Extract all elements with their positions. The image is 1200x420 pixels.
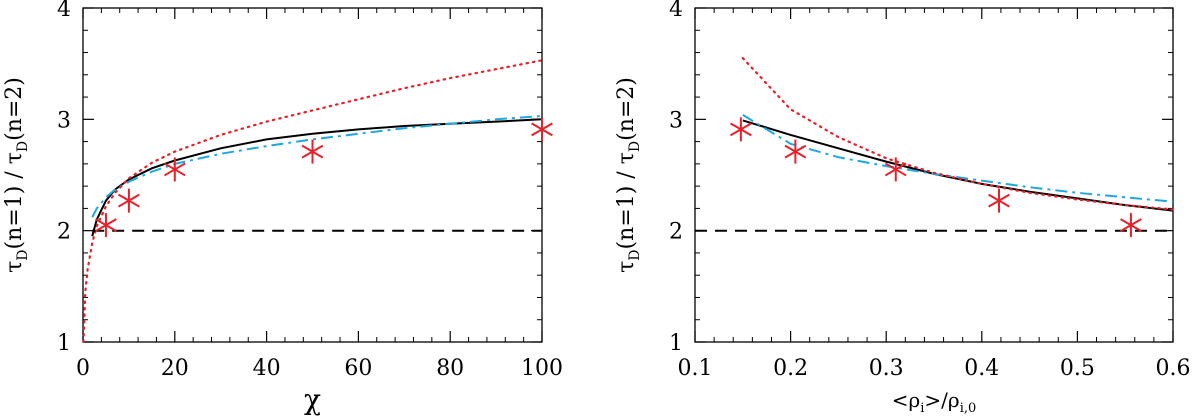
x-tick-label: 0.3 (869, 356, 904, 381)
x-tick-label: 20 (161, 356, 189, 381)
asterisk-marker (163, 157, 186, 182)
y-tick-label: 3 (669, 108, 683, 133)
y-axis-title: τD(n=1) / τD(n=2) (2, 77, 31, 273)
asterisk-marker (784, 139, 807, 164)
asterisk-marker (118, 188, 140, 213)
y-tick-label: 1 (669, 331, 683, 356)
asterisk-marker (884, 157, 907, 182)
plot-frame (694, 7, 1174, 343)
x-tick-label: 0.2 (773, 356, 808, 381)
x-tick-label: 0.4 (964, 356, 999, 381)
x-axis-title: <ρi>/ρi,0 (892, 388, 977, 416)
dotted-red-curve-line (741, 56, 1175, 211)
asterisk-marker (531, 117, 553, 142)
x-axis-title: χ (304, 383, 321, 416)
y-tick-label: 4 (669, 0, 683, 22)
solid-black-curve-line (742, 119, 1174, 212)
y-tick-label: 1 (57, 331, 71, 356)
solid-black-curve-line (91, 118, 543, 237)
asterisk-marker (729, 117, 752, 142)
x-tick-label: 0.1 (678, 356, 713, 381)
x-tick-label: 0.5 (1060, 356, 1095, 381)
dotted-red-curve-line (82, 59, 544, 344)
asterisk-marker (1120, 213, 1142, 238)
x-tick-label: 100 (521, 356, 563, 381)
x-tick-label: 40 (253, 356, 281, 381)
asterisk-marker (95, 213, 117, 238)
y-axis-title: τD(n=1) / τD(n=2) (614, 77, 643, 273)
x-tick-label: 0 (76, 356, 90, 381)
asterisk-marker (988, 188, 1010, 213)
y-tick-label: 4 (57, 0, 71, 22)
y-tick-label: 2 (669, 220, 683, 245)
right-panel: 0.1 0.2 0.3 0.4 0.5 0.6 1 2 3 4 τD(n=1) / τD(n=2) <… (614, 0, 1191, 416)
left-panel: 0 20 40 60 80 100 1 2 3 4 τD(n=1) / τD(n=2) χ (2, 0, 563, 416)
dash-dot-blue-curve-line (91, 115, 543, 218)
asterisk-marker (301, 139, 324, 164)
y-tick-label: 2 (57, 220, 71, 245)
dash-dot-blue-curve-line (742, 114, 1174, 203)
x-tick-label: 60 (344, 356, 372, 381)
x-tick-label: 0.6 (1156, 356, 1191, 381)
y-tick-label: 3 (57, 108, 71, 133)
x-tick-label: 80 (436, 356, 464, 381)
plot-frame (82, 7, 543, 343)
